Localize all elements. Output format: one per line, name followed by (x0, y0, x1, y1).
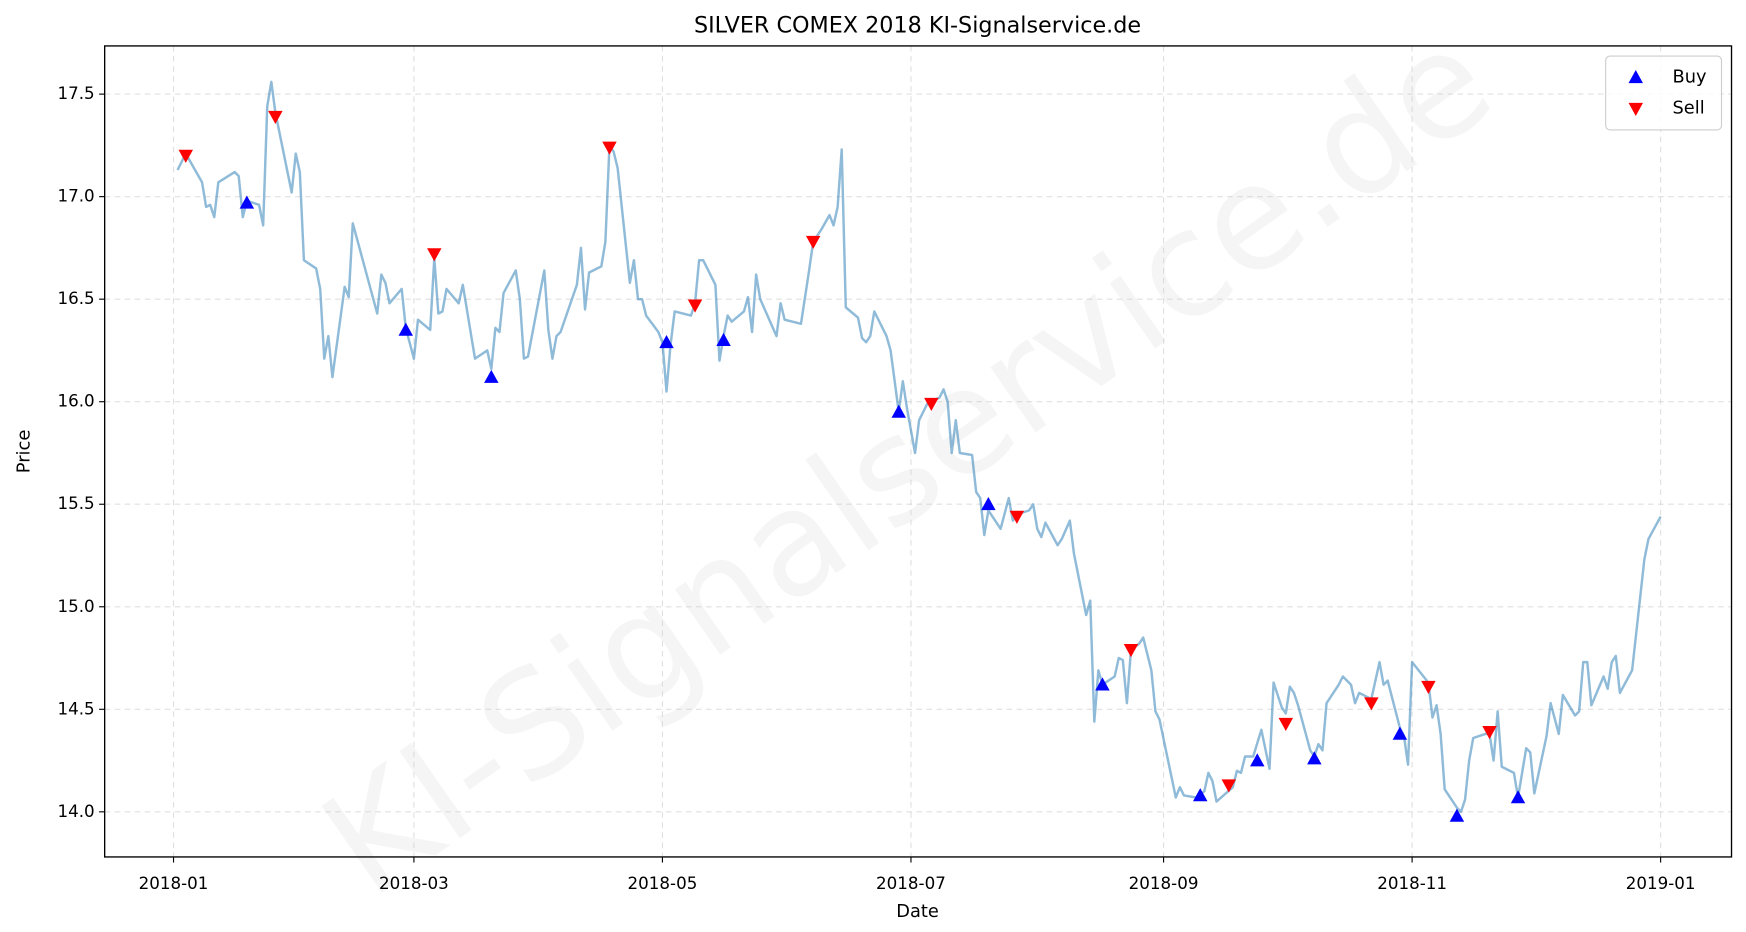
signal-marker (1123, 644, 1139, 658)
y-tick-label: 15.0 (57, 596, 94, 616)
signal-marker (1009, 510, 1025, 524)
signal-marker (1095, 677, 1110, 691)
y-tick-label: 16.0 (57, 391, 94, 411)
x-tick-label: 2018-09 (1129, 873, 1199, 893)
signal-marker (687, 299, 703, 313)
signal-marker (1482, 726, 1497, 740)
legend-label: Buy (1673, 66, 1707, 87)
y-tick-label: 15.5 (57, 493, 94, 513)
x-tick-label: 2018-01 (139, 873, 209, 893)
signal-marker (805, 235, 821, 250)
signal-marker (1307, 751, 1322, 765)
y-tick-label: 14.5 (57, 698, 94, 718)
signal-marker (1421, 680, 1436, 695)
signal-marker (1278, 717, 1294, 731)
signal-marker (891, 404, 906, 418)
signal-marker (659, 334, 674, 349)
signal-marker (1449, 808, 1465, 822)
signal-marker (1250, 753, 1265, 767)
signal-marker (981, 496, 996, 511)
x-tick-label: 2019-01 (1626, 873, 1696, 893)
signal-marker (924, 397, 939, 412)
y-tick-label: 14.0 (57, 801, 94, 821)
x-tick-label: 2018-11 (1377, 873, 1447, 893)
legend-label: Sell (1673, 98, 1705, 119)
x-tick-label: 2018-07 (876, 873, 946, 893)
signal-marker (1221, 779, 1236, 793)
legend-marker (1628, 70, 1643, 84)
y-tick-label: 16.5 (57, 288, 94, 308)
y-tick-label: 17.5 (57, 83, 94, 103)
signal-marker (484, 369, 499, 383)
signal-marker (602, 141, 617, 155)
legend-marker (1628, 102, 1643, 116)
x-axis-label: Date (896, 901, 939, 922)
plot-frame (104, 45, 1733, 858)
signal-marker (398, 322, 413, 336)
watermark: KI-Signalservice.de (294, 0, 1521, 930)
signal-marker (239, 195, 255, 209)
signal-marker (1510, 790, 1526, 804)
chart-title: SILVER COMEX 2018 KI-Signalservice.de (694, 12, 1141, 38)
signal-marker (268, 110, 283, 124)
signal-marker (178, 149, 193, 163)
x-tick-label: 2018-05 (628, 873, 698, 893)
signal-marker (1364, 697, 1379, 711)
y-tick-label: 17.0 (57, 186, 94, 206)
signal-marker (1392, 726, 1408, 740)
signal-marker (716, 332, 731, 347)
y-axis-label: Price (14, 430, 35, 474)
signal-marker (427, 248, 442, 262)
x-tick-label: 2018-03 (379, 873, 449, 893)
signal-marker (1193, 788, 1208, 802)
